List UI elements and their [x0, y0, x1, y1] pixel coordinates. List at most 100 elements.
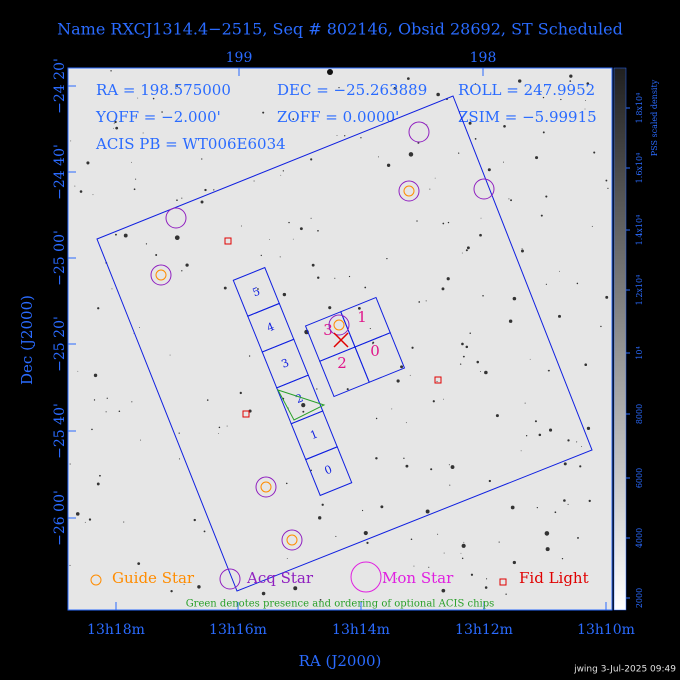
field-star	[410, 538, 413, 541]
optional-chip-marker	[276, 389, 326, 421]
field-star	[285, 482, 288, 485]
colorbar-tick-label: 8000	[635, 404, 644, 424]
field-star	[408, 152, 414, 157]
field-star	[498, 541, 500, 543]
info-text: ROLL = 247.9952	[458, 81, 595, 99]
field-star	[183, 584, 185, 586]
field-star	[260, 254, 262, 257]
field-star	[282, 292, 287, 297]
field-star	[460, 552, 462, 554]
acq-star	[255, 476, 277, 498]
x-tick-label: 13h10m	[577, 622, 635, 638]
field-star	[386, 163, 391, 167]
field-star	[99, 93, 101, 95]
y-tick-label: −25 20'	[52, 316, 68, 372]
field-star	[334, 277, 336, 279]
field-star	[240, 225, 242, 227]
field-star	[123, 521, 125, 523]
field-star	[375, 457, 378, 460]
colorbar	[613, 67, 627, 611]
field-star	[203, 530, 206, 533]
field-star	[193, 518, 196, 522]
field-star	[92, 194, 94, 196]
field-star	[403, 457, 405, 459]
field-star	[442, 222, 445, 225]
fid-light	[224, 237, 232, 245]
fid-light	[242, 410, 250, 418]
field-star	[181, 197, 183, 199]
field-star	[131, 401, 133, 403]
field-star	[561, 558, 564, 560]
field-star	[155, 254, 158, 256]
field-star	[301, 403, 306, 408]
field-star	[542, 96, 545, 99]
field-star	[344, 135, 346, 137]
field-star	[391, 408, 393, 410]
field-star	[485, 578, 488, 580]
field-star	[348, 275, 351, 278]
field-star	[538, 93, 541, 95]
field-star	[476, 360, 480, 364]
field-star	[581, 446, 582, 447]
field-star	[253, 180, 255, 182]
chip-label: 0	[323, 463, 334, 478]
field-star	[413, 565, 415, 567]
field-star	[544, 531, 550, 536]
field-star	[600, 325, 602, 328]
field-star	[569, 74, 573, 78]
field-star	[377, 156, 379, 158]
field-star	[400, 365, 404, 369]
field-star	[502, 161, 504, 163]
field-star	[176, 85, 178, 87]
info-text: ACIS PB = WT006E6034	[95, 135, 286, 153]
y-tick-label: −26 00'	[52, 490, 68, 546]
field-star	[218, 426, 221, 429]
field-star	[508, 198, 510, 200]
field-star	[292, 238, 294, 240]
field-star	[200, 200, 204, 204]
field-star	[529, 358, 531, 360]
field-star	[327, 69, 333, 75]
field-star	[317, 276, 320, 279]
field-star	[360, 137, 362, 139]
chip-label: 4	[265, 320, 276, 335]
field-star	[396, 379, 400, 383]
acq-star	[150, 264, 172, 286]
field-star	[488, 479, 491, 483]
field-star	[97, 307, 100, 310]
colorbar-tick-label: 2000	[635, 588, 644, 608]
field-star	[69, 564, 71, 566]
field-star	[369, 328, 371, 330]
y-tick-label: −24 20'	[52, 58, 68, 114]
aimpoint	[333, 332, 349, 348]
field-star	[469, 332, 471, 335]
field-star	[441, 588, 446, 593]
guide-star	[403, 185, 415, 197]
legend-symbol	[350, 561, 382, 593]
field-star	[505, 593, 507, 595]
field-star	[113, 123, 115, 125]
field-star	[91, 428, 93, 431]
acq-star	[328, 314, 350, 336]
field-star	[579, 465, 582, 468]
field-star	[99, 474, 101, 477]
field-star	[563, 462, 567, 466]
field-star	[430, 468, 433, 471]
chip	[354, 332, 406, 383]
field-star	[375, 417, 378, 420]
field-star	[257, 288, 259, 290]
field-star	[437, 533, 439, 535]
acq-star	[473, 178, 495, 200]
y-axis-label: Dec (J2000)	[18, 295, 36, 385]
field-star	[470, 573, 474, 576]
field-star	[197, 585, 201, 589]
field-star	[584, 108, 586, 110]
field-star	[133, 188, 136, 191]
x-axis-label: RA (J2000)	[299, 652, 382, 670]
field-star	[434, 177, 436, 179]
field-star	[321, 503, 324, 506]
y-tick-label: −25 00'	[52, 230, 68, 286]
legend-text: Acq Star	[246, 569, 314, 587]
field-star	[436, 92, 440, 97]
